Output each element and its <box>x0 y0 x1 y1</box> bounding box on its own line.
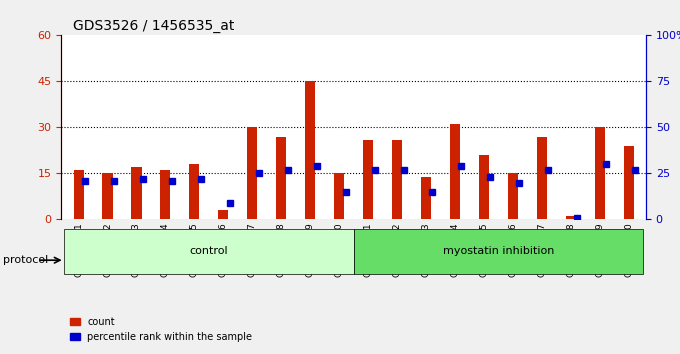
FancyBboxPatch shape <box>64 229 354 274</box>
Bar <box>421 177 431 219</box>
Bar <box>218 210 228 219</box>
Text: control: control <box>190 246 228 256</box>
Bar <box>73 170 84 219</box>
Bar <box>189 164 199 219</box>
Bar <box>131 167 141 219</box>
Bar <box>160 170 171 219</box>
Bar <box>479 155 489 219</box>
Bar <box>392 140 402 219</box>
Bar <box>508 173 518 219</box>
FancyBboxPatch shape <box>354 229 643 274</box>
Legend: count, percentile rank within the sample: count, percentile rank within the sample <box>66 313 256 346</box>
Text: GDS3526 / 1456535_at: GDS3526 / 1456535_at <box>73 19 235 33</box>
Bar <box>537 137 547 219</box>
Bar <box>594 127 605 219</box>
Bar <box>276 137 286 219</box>
Bar <box>248 127 257 219</box>
Bar <box>624 146 634 219</box>
Bar <box>103 173 113 219</box>
Bar <box>363 140 373 219</box>
Bar <box>566 216 576 219</box>
Bar <box>305 81 316 219</box>
Text: protocol: protocol <box>3 255 49 265</box>
Text: myostatin inhibition: myostatin inhibition <box>443 246 554 256</box>
Bar <box>334 173 344 219</box>
Bar <box>450 124 460 219</box>
